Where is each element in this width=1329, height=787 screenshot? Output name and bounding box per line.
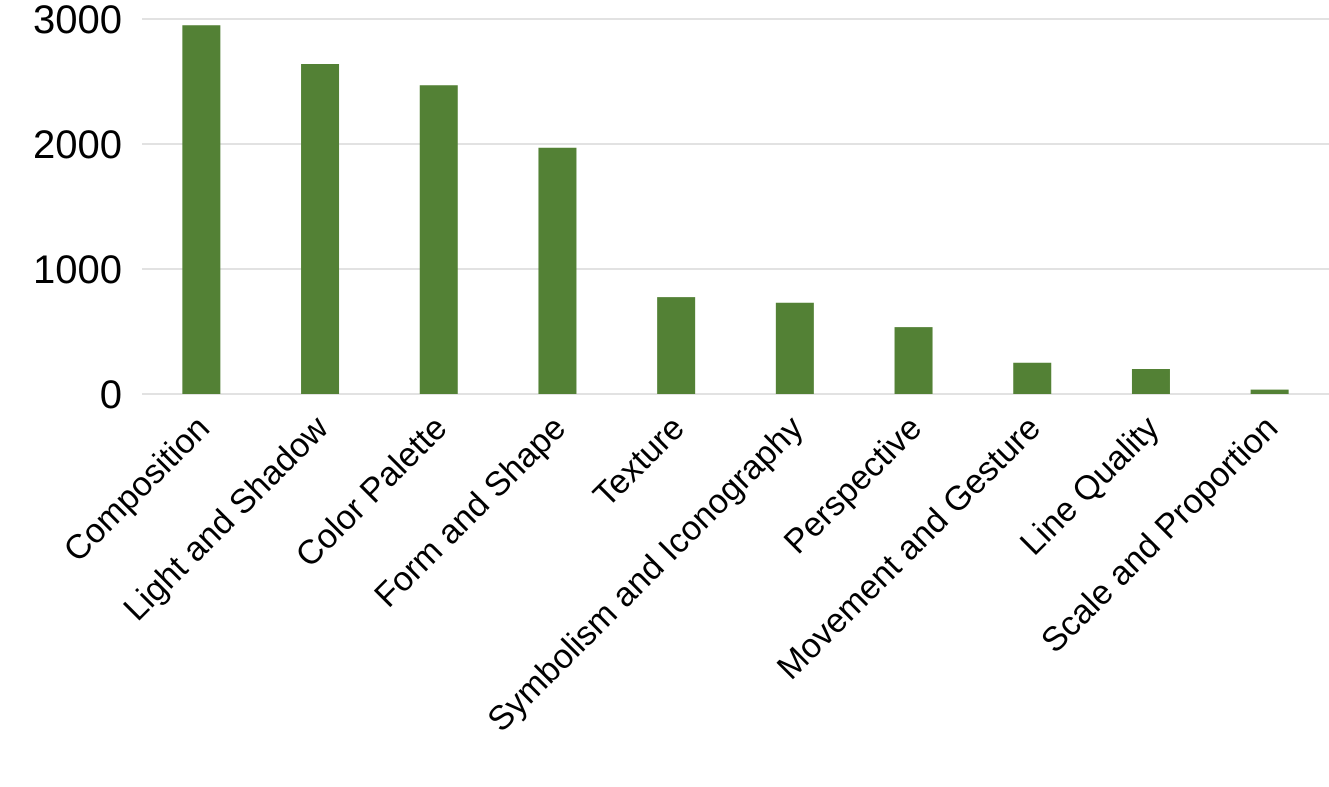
bars [182,25,1289,394]
bar-scale-and-proportion [1250,389,1289,394]
y-tick-label: 1000 [33,248,122,292]
bar-composition [182,25,221,394]
bar-texture [657,297,696,394]
bar-line-quality [1131,369,1170,394]
y-tick-label: 3000 [33,0,122,42]
bar-light-and-shadow [301,64,340,394]
bar-perspective [894,327,933,394]
y-tick-label: 2000 [33,123,122,167]
x-tick-label: Light and Shadow [116,408,336,628]
y-axis: 0 1000 2000 3000 [33,0,122,417]
bar-symbolism-and-iconography [775,302,814,394]
y-tick-label: 0 [100,373,122,417]
bar-movement-and-gesture [1013,362,1052,394]
gridlines [142,18,1329,395]
bar-form-and-shape [538,147,577,394]
x-tick-label: Scale and Proportion [1034,409,1285,660]
x-tick-label: Texture [586,409,692,515]
bar-color-palette [419,85,458,394]
